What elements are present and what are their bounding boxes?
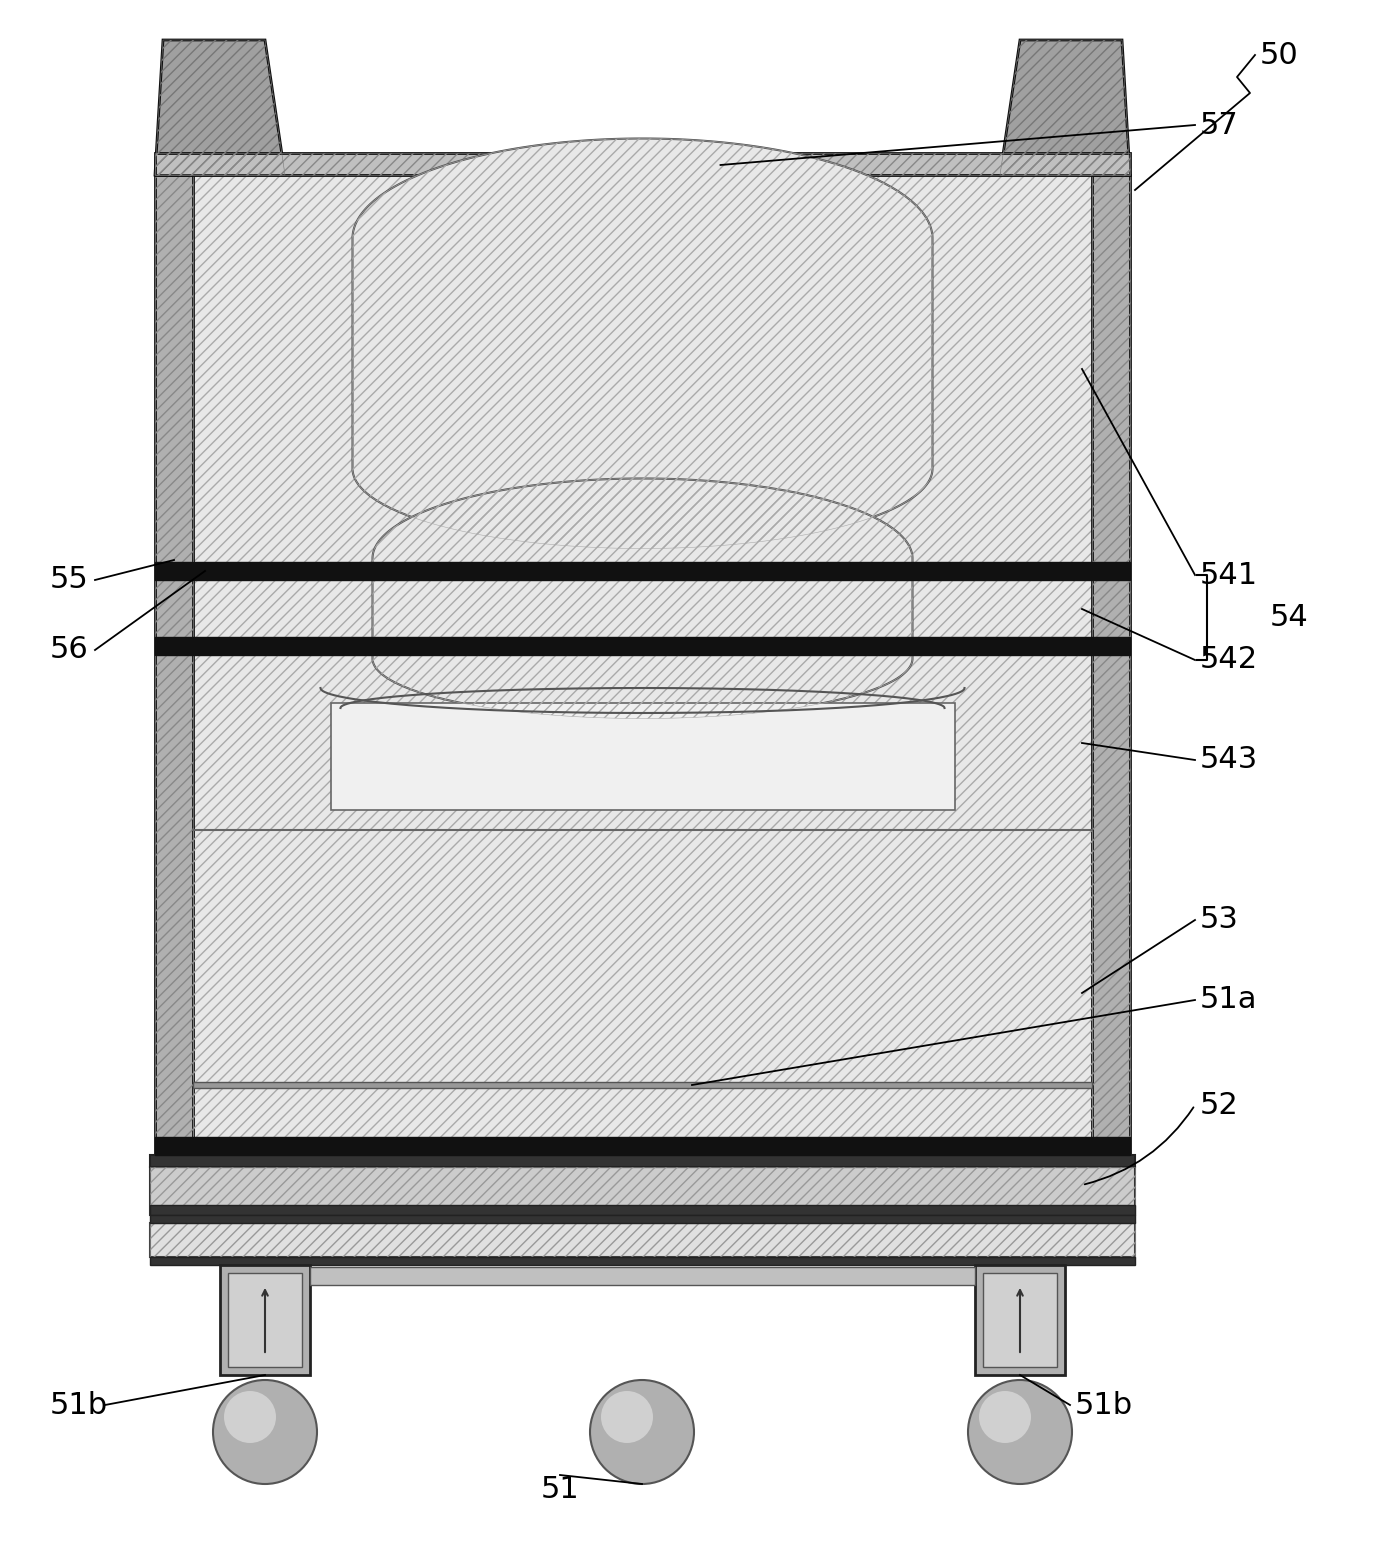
- Bar: [150, 1256, 1135, 1266]
- Polygon shape: [155, 175, 193, 1155]
- Text: 56: 56: [50, 635, 88, 665]
- Polygon shape: [353, 138, 933, 548]
- Bar: [150, 1166, 1135, 1214]
- Text: 51: 51: [540, 1475, 579, 1505]
- Bar: [975, 1266, 1065, 1374]
- Text: 542: 542: [1200, 646, 1258, 674]
- Text: 51b: 51b: [50, 1390, 108, 1419]
- Circle shape: [213, 1381, 318, 1485]
- Polygon shape: [155, 40, 285, 175]
- Bar: [150, 1224, 1135, 1256]
- Bar: [311, 1267, 975, 1284]
- Circle shape: [224, 1391, 276, 1443]
- Text: 543: 543: [1200, 745, 1258, 775]
- Circle shape: [590, 1381, 694, 1485]
- Text: 52: 52: [1200, 1090, 1238, 1120]
- Bar: [193, 175, 1093, 1155]
- Bar: [155, 154, 1130, 175]
- Circle shape: [602, 1391, 653, 1443]
- Text: 54: 54: [1270, 604, 1308, 632]
- Bar: [228, 1273, 302, 1367]
- Polygon shape: [1093, 175, 1130, 1155]
- Bar: [193, 175, 1093, 1155]
- Bar: [193, 829, 1093, 1137]
- Bar: [150, 1214, 1135, 1224]
- Polygon shape: [1000, 40, 1130, 175]
- Text: 541: 541: [1200, 561, 1258, 590]
- Text: 51b: 51b: [1074, 1390, 1133, 1419]
- Bar: [155, 637, 1130, 655]
- Circle shape: [968, 1381, 1072, 1485]
- Bar: [193, 175, 1093, 655]
- Text: 50: 50: [1260, 40, 1298, 70]
- Bar: [150, 1224, 1135, 1256]
- Bar: [193, 1082, 1093, 1089]
- Bar: [193, 829, 1093, 1137]
- Bar: [155, 154, 1130, 175]
- Bar: [220, 1266, 311, 1374]
- Bar: [155, 562, 1130, 579]
- Text: 51a: 51a: [1200, 986, 1258, 1014]
- Bar: [983, 1273, 1058, 1367]
- Circle shape: [979, 1391, 1031, 1443]
- Bar: [150, 1155, 1135, 1166]
- Bar: [330, 704, 954, 811]
- Bar: [155, 175, 193, 1155]
- Text: 55: 55: [50, 565, 88, 595]
- Bar: [150, 1205, 1135, 1214]
- Bar: [155, 1137, 1130, 1155]
- Polygon shape: [372, 478, 912, 719]
- Bar: [150, 1166, 1135, 1214]
- Text: 53: 53: [1200, 905, 1240, 935]
- Text: 57: 57: [1200, 110, 1238, 140]
- Bar: [193, 175, 1093, 655]
- Bar: [1093, 175, 1130, 1155]
